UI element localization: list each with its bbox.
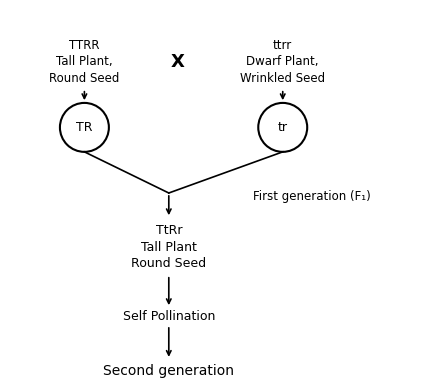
Text: Self Pollination: Self Pollination	[123, 310, 215, 323]
Text: ttrr
Dwarf Plant,
Wrinkled Seed: ttrr Dwarf Plant, Wrinkled Seed	[240, 39, 325, 85]
Text: Second generation: Second generation	[103, 364, 234, 378]
Text: tr: tr	[278, 121, 288, 134]
Text: X: X	[170, 53, 184, 71]
Text: TR: TR	[76, 121, 93, 134]
Text: TtRr
Tall Plant
Round Seed: TtRr Tall Plant Round Seed	[131, 224, 206, 270]
Text: TTRR
Tall Plant,
Round Seed: TTRR Tall Plant, Round Seed	[49, 39, 119, 85]
Text: First generation (F₁): First generation (F₁)	[253, 190, 371, 203]
